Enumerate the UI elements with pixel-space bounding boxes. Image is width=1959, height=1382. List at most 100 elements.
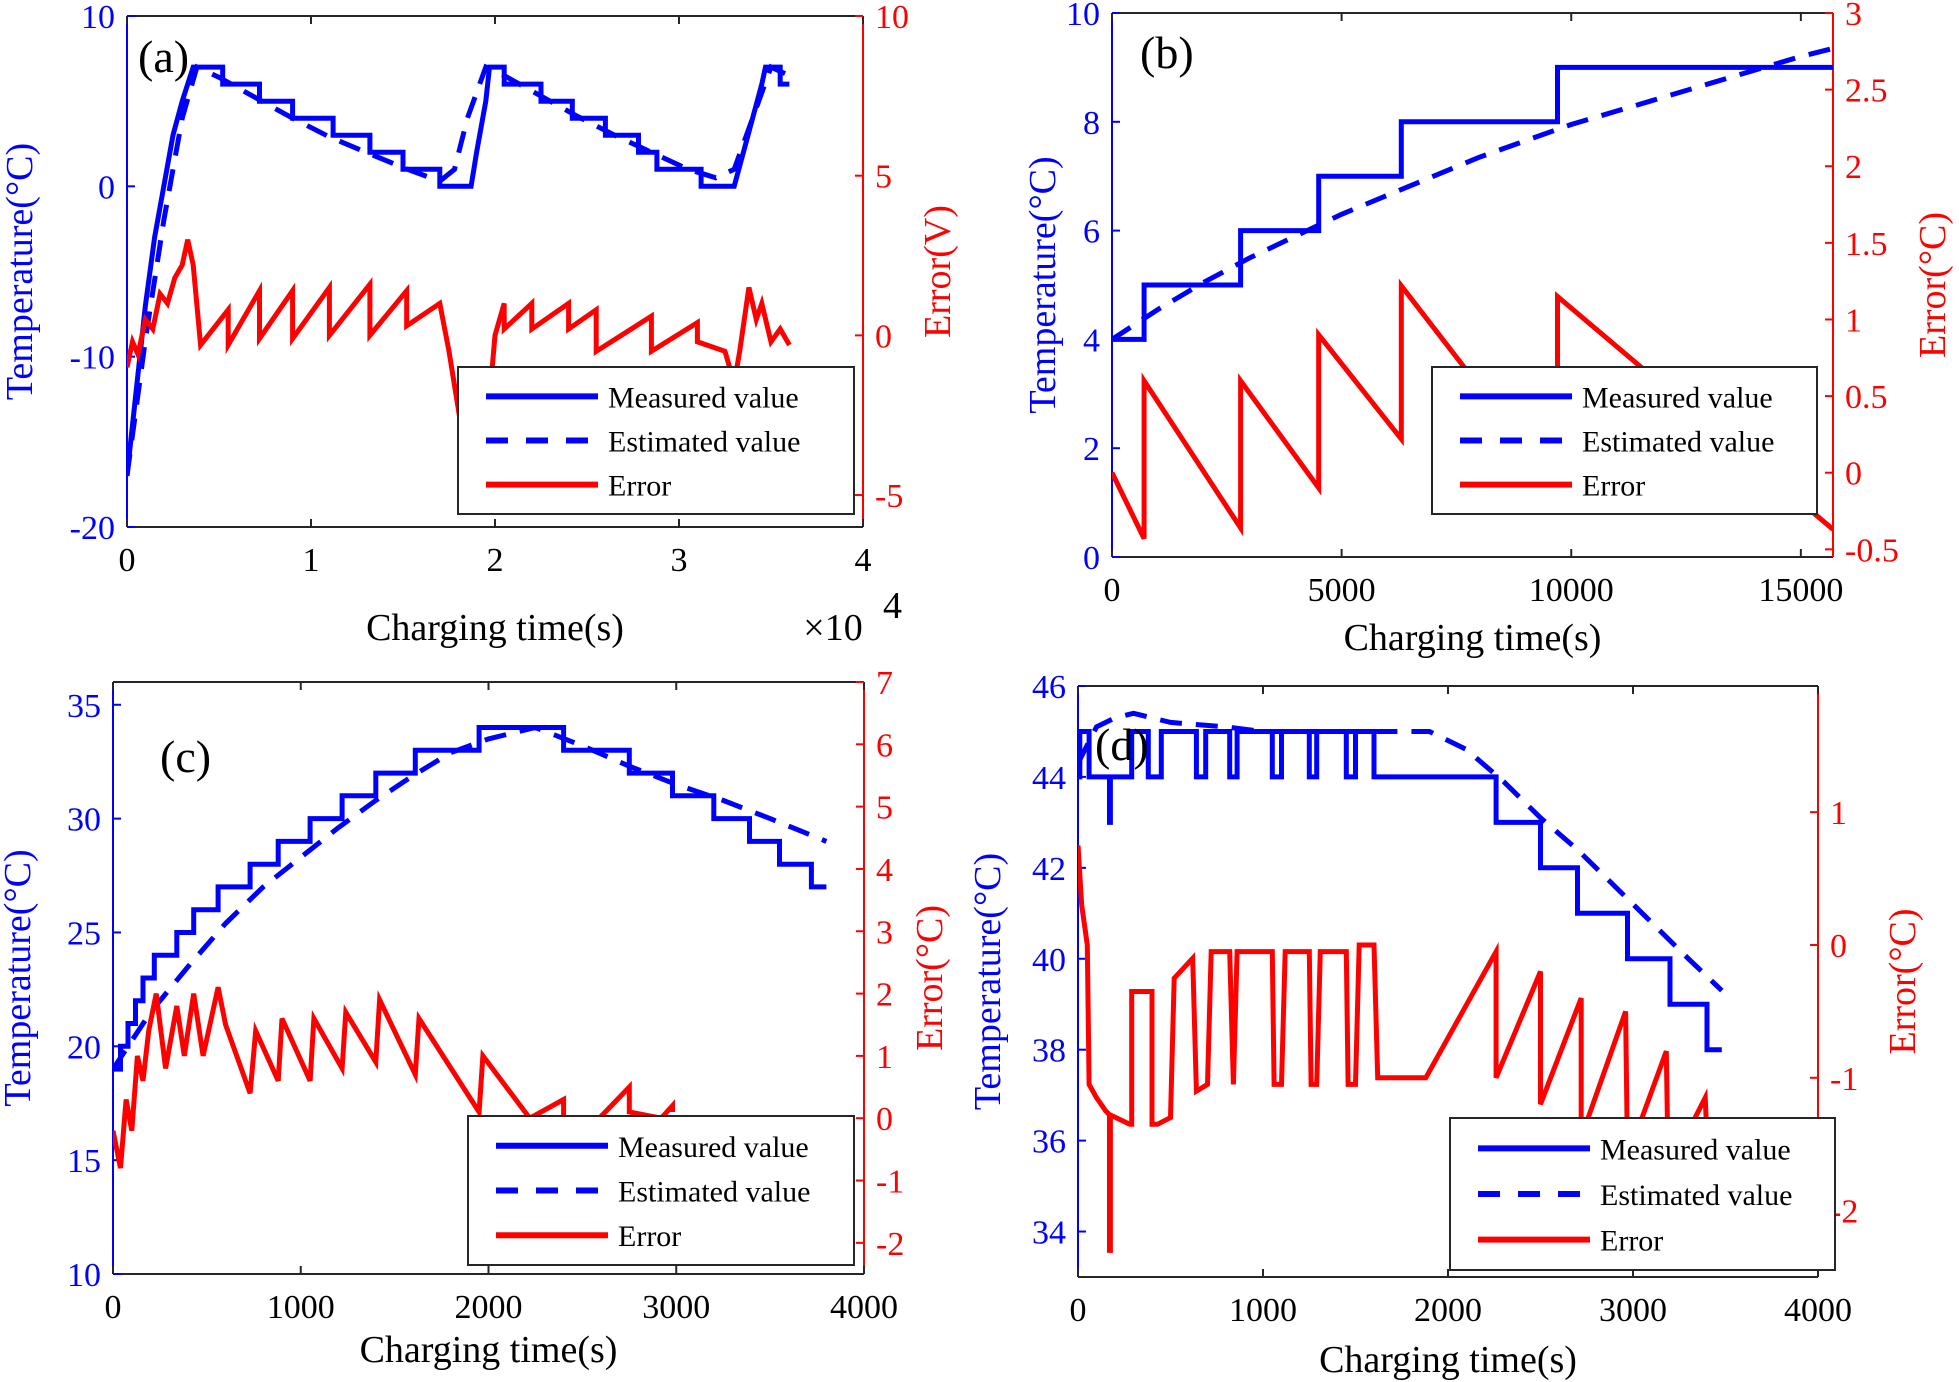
panel-b: 0 5000 10000 15000 0 2 4 6 8 10 -0.5 0 0.5 1 1.5 2 2.5 3 C… [1022, 0, 1954, 659]
x-tick-label: 2000 [455, 1289, 523, 1326]
left-y-tick-label: 44 [1032, 760, 1066, 797]
right-y-tick-label: 1 [1845, 302, 1862, 339]
right-y-tick-label: 4 [876, 852, 893, 889]
x-tick-label: 1000 [267, 1289, 335, 1326]
x-tick-label: 10000 [1529, 572, 1614, 609]
x-tick-label: 2 [487, 542, 504, 579]
left-y-axis-title: Temperature(°C) [1022, 156, 1064, 413]
estimated-value-line [1112, 45, 1833, 342]
left-y-tick-label: 2 [1083, 431, 1100, 468]
legend: Measured value Estimated value Error [467, 1115, 855, 1266]
legend-label: Error [618, 1220, 681, 1253]
x-tick-label: 3000 [642, 1289, 710, 1326]
estimated-value-line [127, 63, 791, 477]
right-y-axis-title: Error(V) [917, 205, 959, 338]
left-y-axis-title: Temperature(°C) [0, 849, 39, 1106]
measured-value-line [1078, 729, 1722, 1053]
right-y-tick-label: -5 [875, 478, 903, 515]
x-tick-label: 4000 [1784, 1292, 1852, 1329]
x-tick-label: 0 [119, 542, 136, 579]
left-y-tick-label: 25 [67, 915, 101, 952]
right-y-tick-label: 5 [875, 159, 892, 196]
legend: Measured value Estimated value Error [1431, 366, 1818, 515]
left-y-tick-label: 38 [1032, 1033, 1066, 1070]
right-y-tick-label: 1 [876, 1039, 893, 1076]
x-axis-title: Charging time(s) [366, 607, 624, 649]
right-y-tick-label: 1.5 [1845, 226, 1888, 263]
panel-d: 0 1000 2000 3000 400034363840424446-2-101Cha… [967, 669, 1924, 1381]
left-y-tick-label: 40 [1032, 942, 1066, 979]
legend-label: Measured value [618, 1131, 809, 1164]
right-y-tick-label: -2 [876, 1226, 904, 1263]
x-tick-label: 2000 [1414, 1292, 1482, 1329]
legend-label: Measured value [1600, 1133, 1791, 1166]
panel-label: (c) [160, 731, 211, 782]
legend-label: Error [1582, 470, 1645, 503]
left-y-tick-label: 36 [1032, 1124, 1066, 1161]
x-tick-label: 4000 [830, 1289, 898, 1326]
panel-c: 0 1000 2000 3000 4000 10 15 20 25 30 35 -2 -1 0 1 2 3 4 5 6… [0, 665, 951, 1371]
estimated-value-line [1078, 710, 1724, 993]
right-y-tick-label: 2 [876, 977, 893, 1014]
legend-label: Estimated value [608, 426, 800, 459]
legend-label: Estimated value [618, 1176, 810, 1209]
plot-area [1078, 710, 1724, 1253]
left-y-tick-label: -10 [70, 340, 115, 377]
right-y-tick-label: 10 [875, 0, 909, 36]
left-y-tick-label: 10 [67, 1257, 101, 1294]
left-y-tick-label: 34 [1032, 1215, 1066, 1252]
x-axis-title: Charging time(s) [1319, 1339, 1577, 1381]
left-y-tick-label: 35 [67, 688, 101, 725]
panel-label: (a) [138, 31, 189, 82]
plot-area [127, 63, 792, 512]
left-y-axis-title: Temperature(°C) [0, 143, 41, 400]
right-y-tick-label: 6 [876, 727, 893, 764]
legend-label: Estimated value [1582, 426, 1774, 459]
x-axis-multiplier-exponent: 4 [883, 585, 902, 627]
left-y-tick-label: 8 [1083, 105, 1100, 142]
x-tick-label: 0 [105, 1289, 122, 1326]
right-y-tick-label: 2 [1845, 149, 1862, 186]
legend: Measured value Estimated value Error [457, 366, 855, 515]
right-y-tick-label: 2.5 [1845, 73, 1888, 110]
right-y-tick-label: 3 [876, 914, 893, 951]
left-y-tick-label: 6 [1083, 214, 1100, 251]
right-y-tick-label: -1 [1830, 1061, 1858, 1098]
right-y-tick-label: -1 [876, 1164, 904, 1201]
legend-box [1431, 366, 1818, 515]
measured-value-line [1112, 64, 1833, 342]
right-y-tick-label: 0.5 [1845, 379, 1888, 416]
error-line [1078, 845, 1710, 1253]
right-y-tick-label: 5 [876, 790, 893, 827]
panel-a: 0 1 2 3 4 -20 -10 0 10 -5 0 5 10 Charging time(s) Temp… [0, 0, 959, 649]
left-y-tick-label: 15 [67, 1143, 101, 1180]
left-y-tick-label: 10 [81, 0, 115, 36]
legend-label: Measured value [608, 381, 799, 414]
plot-area [113, 724, 828, 1169]
left-y-tick-label: 0 [1083, 540, 1100, 577]
x-tick-label: 15000 [1758, 572, 1843, 609]
legend-box [1449, 1117, 1836, 1271]
right-y-tick-label: 1 [1830, 795, 1847, 832]
right-y-axis-title: Error(°C) [909, 905, 951, 1051]
error-line [127, 239, 792, 512]
left-y-axis-title: Temperature(°C) [967, 853, 1009, 1110]
x-tick-label: 5000 [1308, 572, 1376, 609]
measured-value-line [113, 725, 827, 1072]
right-y-axis-title: Error(°C) [1882, 908, 1924, 1054]
x-tick-label: 3000 [1599, 1292, 1667, 1329]
right-y-tick-label: 7 [876, 665, 893, 702]
x-axis-title: Charging time(s) [360, 1329, 618, 1371]
right-y-tick-label: 0 [876, 1101, 893, 1138]
right-y-axis-title: Error(°C) [1912, 212, 1954, 358]
x-axis-title: Charging time(s) [1344, 617, 1602, 659]
left-y-tick-label: 42 [1032, 851, 1066, 888]
right-y-tick-label: 0 [875, 318, 892, 355]
x-tick-label: 1000 [1229, 1292, 1297, 1329]
legend-label: Measured value [1582, 381, 1773, 414]
left-y-tick-label: 10 [1066, 0, 1100, 33]
legend-box [457, 366, 855, 515]
legend-label: Estimated value [1600, 1179, 1792, 1212]
legend-label: Error [1600, 1225, 1663, 1258]
